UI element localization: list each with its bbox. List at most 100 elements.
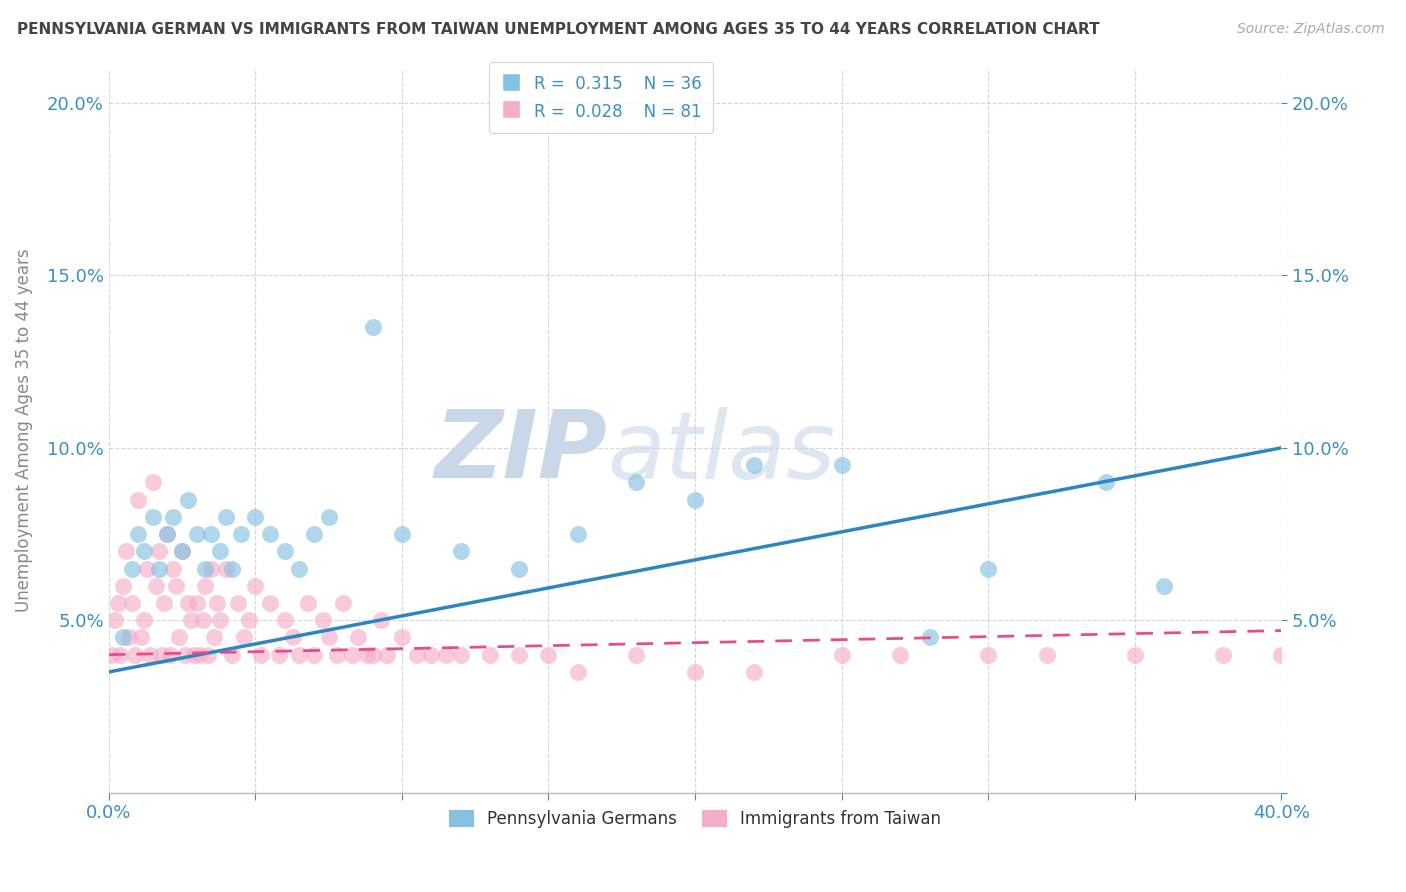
Point bbox=[250, 648, 273, 662]
Point bbox=[159, 648, 181, 662]
Point bbox=[391, 631, 413, 645]
Point bbox=[245, 579, 267, 593]
Point bbox=[889, 648, 911, 662]
Point bbox=[129, 631, 152, 645]
Point bbox=[156, 527, 179, 541]
Point bbox=[326, 648, 349, 662]
Point bbox=[107, 596, 129, 610]
Point bbox=[977, 561, 1000, 575]
Point bbox=[150, 648, 173, 662]
Point bbox=[132, 613, 155, 627]
Point bbox=[177, 492, 200, 507]
Point bbox=[1270, 648, 1292, 662]
Point bbox=[167, 631, 190, 645]
Point bbox=[259, 527, 281, 541]
Y-axis label: Unemployment Among Ages 35 to 44 years: Unemployment Among Ages 35 to 44 years bbox=[15, 249, 32, 613]
Point bbox=[1153, 579, 1175, 593]
Point bbox=[165, 579, 187, 593]
Point bbox=[170, 544, 193, 558]
Point bbox=[537, 648, 560, 662]
Point bbox=[375, 648, 398, 662]
Text: PENNSYLVANIA GERMAN VS IMMIGRANTS FROM TAIWAN UNEMPLOYMENT AMONG AGES 35 TO 44 Y: PENNSYLVANIA GERMAN VS IMMIGRANTS FROM T… bbox=[17, 22, 1099, 37]
Text: Source: ZipAtlas.com: Source: ZipAtlas.com bbox=[1237, 22, 1385, 37]
Point bbox=[186, 527, 208, 541]
Point bbox=[273, 613, 295, 627]
Point bbox=[370, 613, 392, 627]
Point bbox=[318, 509, 340, 524]
Point bbox=[831, 648, 853, 662]
Point bbox=[221, 561, 243, 575]
Point bbox=[302, 527, 325, 541]
Point bbox=[180, 613, 202, 627]
Point bbox=[1094, 475, 1116, 490]
Point bbox=[361, 648, 384, 662]
Point bbox=[1036, 648, 1059, 662]
Point bbox=[209, 544, 232, 558]
Point bbox=[361, 320, 384, 334]
Point bbox=[194, 579, 217, 593]
Point bbox=[209, 613, 232, 627]
Point bbox=[148, 561, 170, 575]
Point bbox=[162, 509, 184, 524]
Point bbox=[200, 527, 222, 541]
Point bbox=[391, 527, 413, 541]
Point bbox=[332, 596, 354, 610]
Point bbox=[191, 613, 214, 627]
Point bbox=[177, 596, 200, 610]
Point bbox=[742, 458, 765, 472]
Point bbox=[288, 561, 311, 575]
Point bbox=[162, 561, 184, 575]
Point bbox=[121, 596, 143, 610]
Point bbox=[221, 648, 243, 662]
Point bbox=[183, 648, 205, 662]
Point bbox=[478, 648, 501, 662]
Point bbox=[110, 648, 132, 662]
Point bbox=[297, 596, 319, 610]
Point bbox=[135, 561, 157, 575]
Point bbox=[194, 561, 217, 575]
Point bbox=[142, 475, 165, 490]
Point bbox=[434, 648, 457, 662]
Point bbox=[356, 648, 378, 662]
Point bbox=[215, 509, 238, 524]
Point bbox=[283, 631, 305, 645]
Point bbox=[112, 579, 135, 593]
Point bbox=[405, 648, 427, 662]
Point bbox=[683, 665, 706, 679]
Point bbox=[124, 648, 146, 662]
Point bbox=[197, 648, 219, 662]
Point bbox=[115, 544, 138, 558]
Point bbox=[121, 561, 143, 575]
Point bbox=[127, 492, 149, 507]
Point bbox=[567, 527, 589, 541]
Point bbox=[100, 648, 122, 662]
Point bbox=[318, 631, 340, 645]
Text: atlas: atlas bbox=[607, 407, 835, 498]
Point bbox=[420, 648, 443, 662]
Point bbox=[450, 648, 472, 662]
Point bbox=[683, 492, 706, 507]
Point bbox=[170, 544, 193, 558]
Point bbox=[112, 631, 135, 645]
Point bbox=[259, 596, 281, 610]
Point bbox=[153, 596, 176, 610]
Point bbox=[202, 631, 225, 645]
Point bbox=[132, 544, 155, 558]
Point bbox=[145, 579, 167, 593]
Text: ZIP: ZIP bbox=[434, 407, 607, 499]
Point bbox=[302, 648, 325, 662]
Point bbox=[245, 509, 267, 524]
Point bbox=[626, 648, 648, 662]
Point bbox=[226, 596, 249, 610]
Point bbox=[215, 561, 238, 575]
Point bbox=[340, 648, 363, 662]
Point bbox=[626, 475, 648, 490]
Point bbox=[232, 631, 254, 645]
Point bbox=[139, 648, 162, 662]
Point bbox=[347, 631, 370, 645]
Point bbox=[205, 596, 228, 610]
Point bbox=[156, 527, 179, 541]
Legend: Pennsylvania Germans, Immigrants from Taiwan: Pennsylvania Germans, Immigrants from Ta… bbox=[441, 804, 948, 835]
Point bbox=[229, 527, 252, 541]
Point bbox=[186, 596, 208, 610]
